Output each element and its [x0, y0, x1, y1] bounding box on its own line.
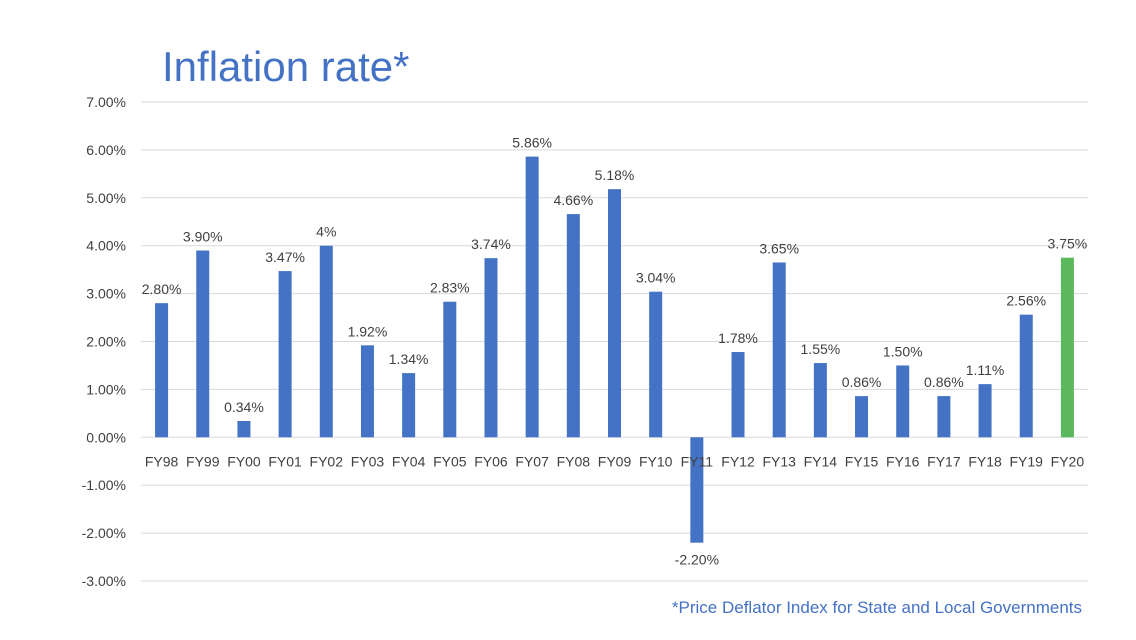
- bar-fy02: [319, 245, 333, 438]
- data-label: 3.90%: [183, 228, 223, 244]
- bar-fy03: [360, 345, 374, 438]
- y-axis-tick-labels: 7.00% 6.00% 5.00% 4.00% 3.00% 2.00% 1.00% 0.00%…: [82, 94, 126, 589]
- x-tick-label: FY16: [886, 453, 920, 469]
- y-tick-label: 4.00%: [86, 238, 126, 254]
- data-label: 3.74%: [471, 236, 511, 252]
- x-tick-label: FY11: [681, 453, 714, 469]
- data-label: 2.56%: [1006, 293, 1046, 309]
- chart-title: Inflation rate*: [162, 43, 410, 90]
- x-tick-label: FY20: [1051, 453, 1085, 469]
- y-tick-label: -3.00%: [82, 573, 126, 589]
- bar-fy12: [731, 352, 745, 438]
- data-label: 5.86%: [512, 135, 552, 151]
- bar-fy18: [978, 384, 992, 438]
- data-label: 5.18%: [595, 167, 635, 183]
- bar-fy00: [237, 421, 251, 438]
- data-label: 1.34%: [389, 351, 429, 367]
- bar-fy10: [649, 291, 663, 438]
- data-label: 3.65%: [759, 240, 799, 256]
- x-tick-label: FY03: [351, 453, 385, 469]
- data-label: 2.83%: [430, 280, 470, 296]
- x-tick-label: FY05: [433, 453, 467, 469]
- x-tick-label: FY99: [186, 453, 220, 469]
- bars: [155, 156, 1074, 543]
- bar-fy99: [196, 250, 210, 438]
- data-label: 0.86%: [924, 374, 964, 390]
- x-tick-label: FY15: [845, 453, 879, 469]
- bar-fy15: [855, 396, 869, 438]
- bar-fy01: [278, 271, 292, 438]
- x-tick-label: FY09: [598, 453, 632, 469]
- data-label: 0.34%: [224, 399, 264, 415]
- x-tick-label: FY02: [310, 453, 344, 469]
- x-tick-label: FY07: [515, 453, 549, 469]
- bar-fy07: [525, 156, 539, 438]
- bar-fy14: [813, 363, 827, 438]
- y-tick-label: -1.00%: [82, 477, 126, 493]
- y-tick-label: 2.00%: [86, 334, 126, 350]
- footnote: *Price Deflator Index for State and Loca…: [671, 598, 1082, 617]
- x-tick-label: FY06: [474, 453, 508, 469]
- y-tick-label: 5.00%: [86, 190, 126, 206]
- x-tick-label: FY13: [762, 453, 796, 469]
- y-tick-label: 7.00%: [86, 94, 126, 110]
- y-tick-label: 0.00%: [86, 429, 126, 445]
- data-label: 1.92%: [348, 323, 388, 339]
- data-label: -2.20%: [675, 552, 719, 568]
- x-tick-label: FY00: [227, 453, 261, 469]
- data-label: 3.04%: [636, 270, 676, 286]
- x-tick-label: FY12: [721, 453, 755, 469]
- x-tick-label: FY19: [1010, 453, 1044, 469]
- x-tick-label: FY18: [968, 453, 1002, 469]
- bar-fy98: [155, 303, 169, 438]
- bar-fy11: [690, 437, 704, 543]
- x-tick-label: FY14: [804, 453, 838, 469]
- bar-fy19: [1019, 314, 1033, 438]
- data-label: 1.55%: [801, 341, 841, 357]
- x-tick-label: FY17: [927, 453, 961, 469]
- data-label: 1.50%: [883, 343, 923, 359]
- data-label: 1.11%: [966, 362, 1005, 378]
- x-tick-label: FY98: [145, 453, 179, 469]
- x-tick-label: FY10: [639, 453, 673, 469]
- bar-fy17: [937, 396, 951, 438]
- data-label: 3.75%: [1048, 236, 1088, 252]
- x-axis-category-labels: FY98 FY99 FY00 FY01 FY02 FY03 FY04 FY05 FY06 FY07…: [145, 453, 1085, 469]
- bar-fy16: [896, 365, 910, 438]
- bar-fy04: [402, 373, 416, 438]
- x-tick-label: FY01: [268, 453, 302, 469]
- bar-fy09: [608, 189, 621, 438]
- bar-fy13: [772, 262, 786, 438]
- y-tick-label: 3.00%: [86, 286, 126, 302]
- bar-fy05: [443, 301, 457, 438]
- x-tick-label: FY08: [557, 453, 591, 469]
- data-labels: 2.80% 3.90% 0.34% 3.47% 4% 1.92%1.34% 2.83% 3.7…: [142, 135, 1088, 568]
- y-tick-label: 6.00%: [86, 142, 126, 158]
- y-tick-label: 1.00%: [86, 381, 126, 397]
- y-tick-label: -2.00%: [82, 525, 126, 541]
- data-label: 1.78%: [718, 330, 758, 346]
- data-label: 4.66%: [553, 192, 593, 208]
- x-tick-label: FY04: [392, 453, 426, 469]
- data-label: 0.86%: [842, 374, 882, 390]
- bar-fy08: [566, 214, 580, 438]
- bar-fy20: [1060, 257, 1074, 438]
- data-label: 2.80%: [142, 281, 182, 297]
- data-label: 3.47%: [265, 249, 305, 265]
- bar-fy06: [484, 258, 498, 438]
- data-label: 4%: [316, 224, 336, 240]
